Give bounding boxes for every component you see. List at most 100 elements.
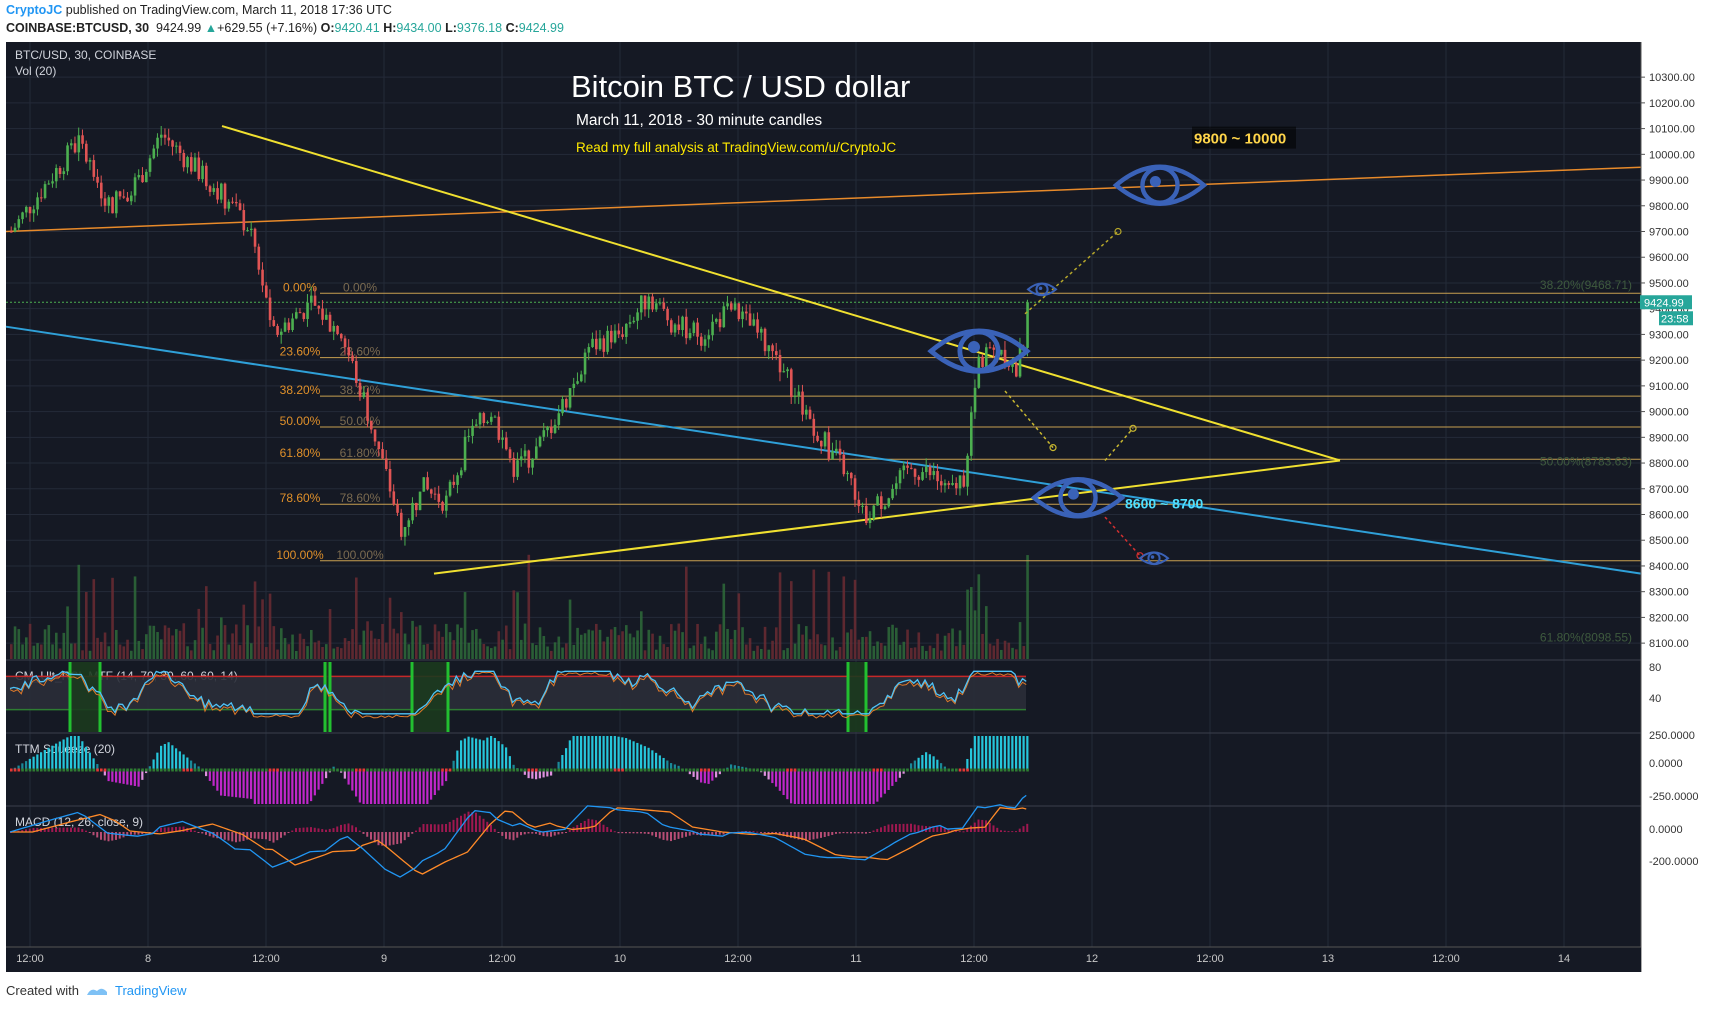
candle-body <box>778 355 782 373</box>
macd-histogram <box>220 832 222 839</box>
squeeze-bar <box>572 736 575 770</box>
squeeze-dot <box>542 768 546 772</box>
squeeze-bar <box>1026 736 1029 770</box>
volume-bar <box>103 632 107 659</box>
volume-bar <box>43 629 47 659</box>
squeeze-bar <box>70 736 73 770</box>
volume-bar <box>130 650 133 659</box>
squeeze-bar <box>835 770 838 804</box>
price-chart[interactable]: 0.00%0.00%23.60%23.60%38.20%38.20%50.00%… <box>0 42 1711 972</box>
volume-bar <box>66 606 69 659</box>
volume-bar <box>970 587 973 659</box>
volume-bar <box>163 625 167 659</box>
squeeze-bar <box>868 770 871 804</box>
volume-bar <box>456 624 459 659</box>
squeeze-bar <box>32 756 35 770</box>
squeeze-bar <box>475 738 478 770</box>
volume-bar <box>771 640 774 659</box>
candle-body <box>928 466 932 476</box>
squeeze-dot <box>737 768 741 772</box>
squeeze-dot <box>171 768 174 772</box>
volume-bar <box>861 636 864 659</box>
fib-pct-label-ghost: 61.80% <box>340 446 381 460</box>
arrow-up-small <box>1104 427 1134 461</box>
squeeze-dot <box>298 768 302 772</box>
tradingview-link[interactable]: TradingView <box>114 983 187 998</box>
squeeze-dot <box>441 768 444 772</box>
squeeze-bar <box>662 757 665 770</box>
target-high-label: 9800 ~ 10000 <box>1194 131 1286 148</box>
squeeze-bar <box>913 760 916 770</box>
macd-histogram <box>692 832 695 835</box>
ohlc-header: COINBASE:BTCUSD, 30 9424.99 ▲+629.55 (+7… <box>6 21 564 35</box>
squeeze-bar <box>703 770 706 784</box>
volume-bar <box>28 623 32 659</box>
squeeze-dot <box>988 768 992 772</box>
macd-histogram <box>295 828 297 832</box>
squeeze-dot <box>553 768 557 772</box>
squeeze-dot <box>471 768 474 772</box>
macd-histogram <box>786 832 789 837</box>
candle-body <box>130 195 133 202</box>
squeeze-bar <box>216 770 219 791</box>
squeeze-bar <box>298 770 301 804</box>
candle-body <box>445 495 448 511</box>
macd-histogram <box>1018 828 1021 832</box>
volume-bar <box>913 647 917 659</box>
candle-body <box>771 345 774 352</box>
candle-body <box>857 499 861 507</box>
candle-body <box>272 320 276 326</box>
squeeze-dot <box>981 768 984 772</box>
macd-histogram <box>906 823 909 832</box>
volume-bar <box>628 633 632 659</box>
volume-bar <box>242 604 246 659</box>
squeeze-dot <box>13 768 17 772</box>
candle-body <box>317 305 321 309</box>
squeeze-bar <box>925 752 928 770</box>
squeeze-dot <box>1022 768 1026 772</box>
candle-body <box>632 320 636 323</box>
macd-histogram <box>336 826 339 832</box>
macd-histogram <box>610 829 612 832</box>
volume-bar <box>306 646 309 659</box>
squeeze-bar <box>1011 736 1014 770</box>
squeeze-bar <box>1003 736 1006 770</box>
macd-histogram <box>238 832 241 842</box>
squeeze-bar <box>343 770 346 779</box>
volume-bar <box>763 626 767 659</box>
squeeze-bar <box>617 736 620 770</box>
volume-bar <box>606 636 609 659</box>
squeeze-dot <box>906 768 909 772</box>
squeeze-dot <box>745 768 748 772</box>
macd-histogram <box>178 826 181 832</box>
y-tick-label: 8600.00 <box>1649 510 1689 522</box>
x-tick-label: 12:00 <box>960 953 988 965</box>
volume-bar <box>467 642 471 659</box>
candle-body <box>418 491 422 511</box>
candle-body <box>283 322 287 332</box>
volume-bar <box>902 641 906 659</box>
candle-body <box>325 314 328 320</box>
candle-body <box>175 145 178 147</box>
squeeze-dot <box>602 768 606 772</box>
squeeze-dot <box>362 768 366 772</box>
author-link[interactable]: CryptoJC <box>6 3 63 17</box>
macd-histogram <box>617 832 620 834</box>
volume-bar <box>358 644 362 659</box>
squeeze-dot <box>370 768 373 772</box>
eye-icon-breakout-iris <box>957 329 1001 373</box>
candle-body <box>302 313 306 319</box>
eye-icon-target-low <box>1030 477 1126 519</box>
candle-body <box>696 322 699 337</box>
squeeze-bar <box>467 736 470 770</box>
macd-histogram <box>872 830 875 832</box>
squeeze-bar <box>670 763 673 770</box>
candle-body <box>28 206 32 214</box>
macd-histogram <box>28 828 31 832</box>
volume-bar <box>598 629 602 659</box>
squeeze-dot <box>666 768 669 772</box>
volume-bar <box>490 648 493 659</box>
squeeze-dot <box>550 768 553 772</box>
squeeze-dot <box>1003 768 1007 772</box>
y-tick-label: 8900.00 <box>1649 432 1689 444</box>
